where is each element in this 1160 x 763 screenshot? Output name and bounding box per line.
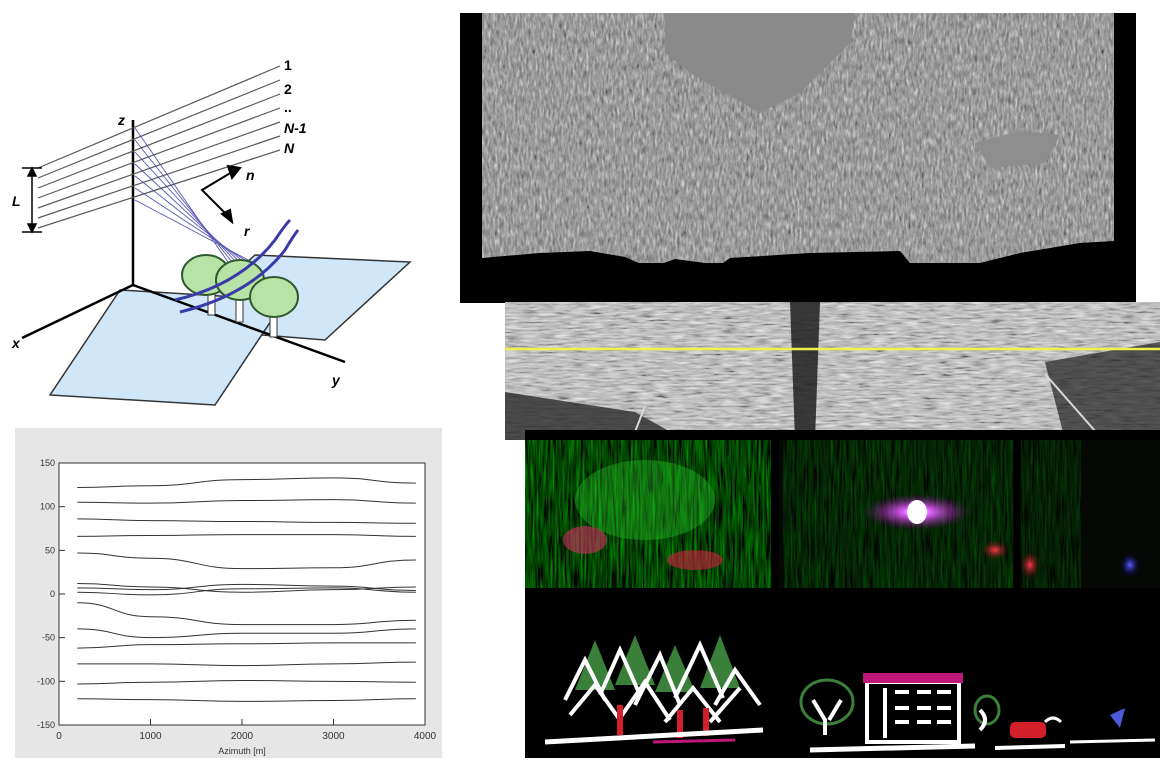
axis-y-label: y — [331, 372, 341, 388]
tree-and-house-sketch — [799, 673, 1001, 753]
y-tick-label: 100 — [40, 502, 55, 512]
x-axis-label: Azimuth [m] — [218, 746, 266, 756]
y-tick-label: 50 — [45, 545, 55, 555]
flight-tracks — [37, 65, 281, 229]
signal-rays — [134, 127, 253, 263]
tomography-and-scene-sketch — [525, 430, 1160, 758]
track-label-1: 1 — [284, 57, 292, 73]
arrow-right — [1044, 373, 1104, 440]
track-line-9 — [77, 602, 416, 626]
x-tick-label: 0 — [56, 731, 62, 742]
y-tick-label: 0 — [50, 589, 55, 599]
track-label-dots: .. — [284, 99, 292, 115]
dark-road-band — [790, 302, 820, 440]
tree-cluster — [181, 254, 299, 338]
track-line-4 — [77, 534, 416, 537]
track-label-n-minus-1: N-1 — [284, 120, 307, 136]
scene-sketch — [544, 635, 1156, 753]
track-line-12 — [77, 661, 416, 667]
vector-r-label: r — [244, 223, 251, 239]
length-label: L — [12, 193, 21, 209]
tomogram-image — [525, 440, 1160, 588]
vector-n-label: n — [246, 167, 255, 183]
curved-paths — [174, 218, 300, 314]
sar-intensity-image — [505, 302, 1160, 440]
street-light-sketch — [1069, 708, 1156, 744]
track-label-n: N — [284, 140, 295, 156]
local-frame-vectors — [200, 164, 242, 225]
track-line-8 — [77, 587, 416, 596]
x-tick-label: 1000 — [139, 731, 162, 742]
axis-z-label: z — [117, 112, 125, 128]
x-tick-label: 2000 — [231, 731, 254, 742]
y-tick-label: -150 — [37, 720, 55, 730]
forest-surface-model-image — [460, 13, 1136, 303]
clearing-right — [975, 131, 1060, 168]
y-tick-label: 150 — [40, 458, 55, 468]
length-bracket — [22, 166, 42, 234]
track-line-7 — [77, 583, 416, 592]
track-plot: 0 1000 2000 3000 4000 150 100 50 0 -50 -100 -150 Az… — [37, 458, 437, 756]
x-tick-label: 3000 — [322, 731, 345, 742]
acquisition-geometry-diagram: z x y 1 2 .. N-1 N L n r — [11, 57, 412, 406]
y-tick-label: -100 — [37, 676, 55, 686]
car-sketch — [994, 716, 1066, 750]
y-tick-label: -50 — [42, 633, 55, 643]
y-axis — [132, 283, 346, 364]
track-line-13 — [77, 679, 416, 685]
dark-lower-left — [505, 392, 685, 440]
track-line-10 — [77, 628, 416, 639]
track-line-5 — [77, 552, 416, 570]
track-label-2: 2 — [284, 81, 292, 97]
track-line-11 — [77, 642, 416, 649]
x-tick-label: 4000 — [414, 731, 437, 742]
track-line-3 — [77, 518, 416, 524]
track-line-1 — [77, 477, 416, 488]
clearing-top — [665, 13, 855, 113]
track-line-2 — [77, 499, 416, 504]
surface-bottom-silhouette — [482, 241, 1114, 303]
dark-right-area — [1045, 342, 1160, 440]
track-line-14 — [77, 698, 416, 702]
track-plot-panel: 0 1000 2000 3000 4000 150 100 50 0 -50 -100 -150 Az… — [15, 428, 442, 758]
forest-sketch — [544, 635, 764, 745]
axis-x-label: x — [11, 335, 21, 351]
x-axis — [21, 283, 134, 340]
